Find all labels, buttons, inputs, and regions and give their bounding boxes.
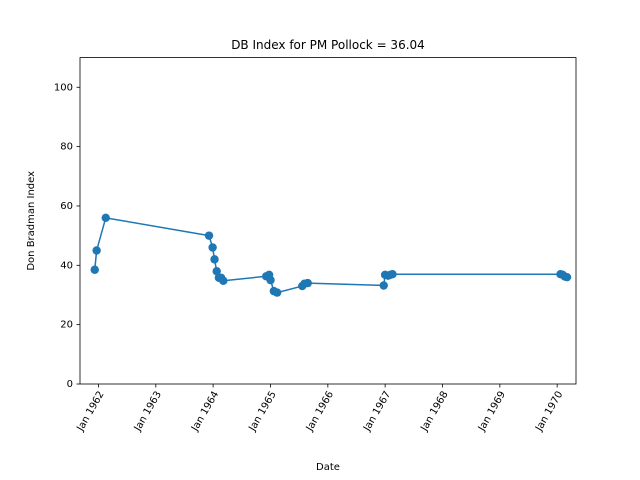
- y-tick-label: 100: [54, 82, 73, 93]
- data-point: [388, 270, 397, 279]
- plot-area: [90, 213, 572, 297]
- x-axis-title: Date: [316, 462, 340, 473]
- data-point: [219, 276, 228, 285]
- data-point: [101, 213, 110, 223]
- y-tick-label: 60: [60, 201, 73, 212]
- data-point: [266, 275, 275, 285]
- data-point: [379, 281, 388, 290]
- data-point: [562, 272, 572, 282]
- y-tick-label: 0: [67, 379, 73, 390]
- data-point: [90, 265, 99, 274]
- data-point: [212, 267, 221, 276]
- y-axis: 0 20 40 60 80 100: [54, 82, 80, 390]
- y-axis-title: Don Bradman Index: [26, 171, 37, 271]
- y-tick-label: 40: [60, 260, 73, 271]
- data-point: [204, 231, 214, 240]
- data-point: [208, 243, 217, 252]
- chart-title: DB Index for PM Pollock = 36.04: [231, 38, 425, 52]
- data-point: [92, 246, 101, 255]
- data-point: [272, 288, 282, 297]
- plot-frame: [79, 57, 577, 385]
- data-point: [210, 255, 219, 264]
- y-tick-label: 20: [60, 320, 73, 331]
- y-tick-label: 80: [60, 142, 73, 153]
- data-point: [303, 278, 312, 288]
